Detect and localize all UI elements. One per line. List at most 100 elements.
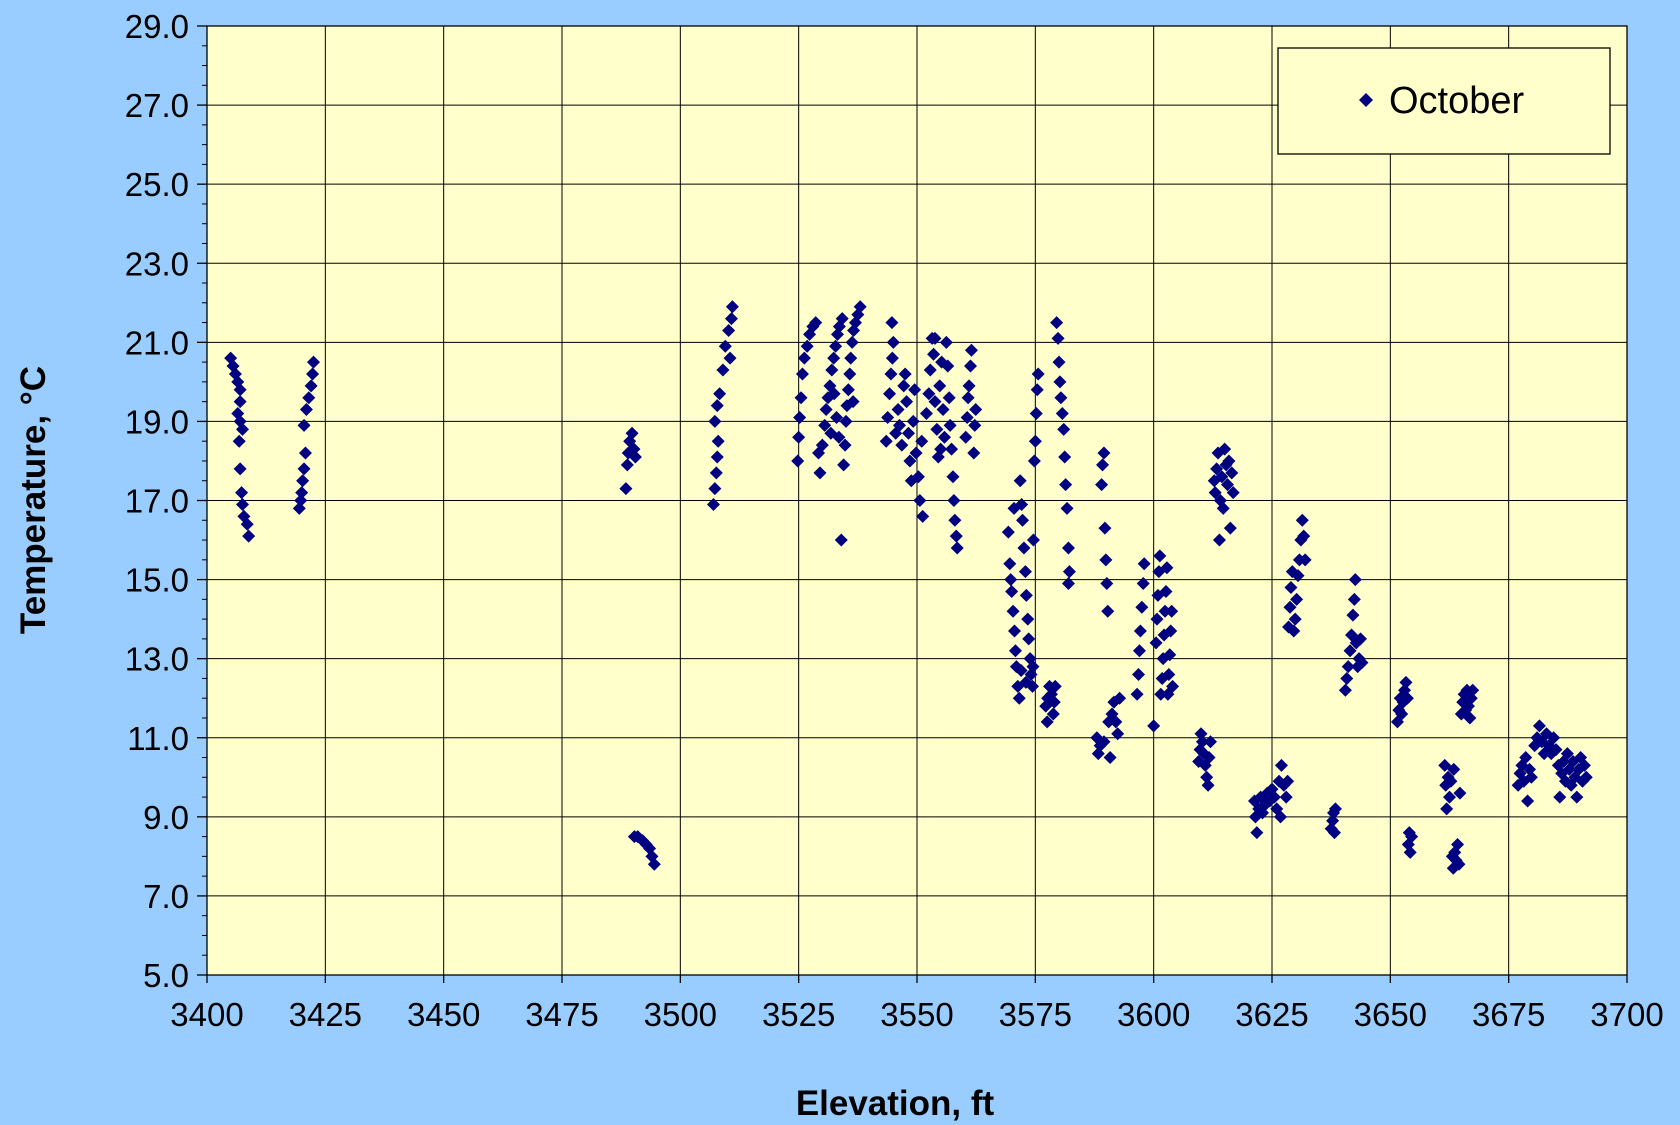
data-point [1355,656,1369,670]
y-tick-label: 27.0 [125,87,189,124]
data-point [1158,604,1172,618]
data-point [1013,474,1027,488]
data-point [1058,450,1072,464]
data-point [1225,466,1239,480]
x-tick-label: 3425 [289,996,362,1033]
data-point [1132,667,1146,681]
data-point [1570,790,1584,804]
data-point [1061,541,1075,555]
data-points [224,300,1593,875]
data-point [233,383,247,397]
data-point [793,410,807,424]
data-point [903,454,917,468]
data-point [824,426,838,440]
data-point [916,509,930,523]
data-point [1250,826,1264,840]
data-point [710,399,724,413]
data-point [711,434,725,448]
data-point [922,387,936,401]
data-point [1340,671,1354,685]
data-point [1295,513,1309,527]
data-point [1290,592,1304,606]
data-point [1524,770,1538,784]
data-point [1012,691,1026,705]
x-tick-label: 3475 [525,996,598,1033]
legend: October [1277,47,1611,155]
data-point [1055,407,1069,421]
data-point [1113,691,1127,705]
data-point [1018,565,1032,579]
data-point [1031,367,1045,381]
data-point [930,422,944,436]
x-tick-label: 3525 [762,996,835,1033]
data-point [1101,604,1115,618]
data-point [969,403,983,417]
data-point [1403,845,1417,859]
data-point [1203,735,1217,749]
data-point [1164,624,1178,638]
data-point [725,300,739,314]
data-point [839,414,853,428]
data-point [1026,533,1040,547]
data-point [913,494,927,507]
x-tick-label: 3700 [1590,996,1663,1033]
data-point [235,486,249,500]
data-point [1284,580,1298,594]
data-point [1098,521,1112,535]
data-point [837,458,851,472]
data-point [1287,624,1301,638]
data-point [818,418,832,432]
data-point [1014,664,1028,678]
data-point [934,442,948,456]
data-point [963,359,977,373]
y-tick-label: 19.0 [125,403,189,440]
data-point [1047,695,1061,709]
data-point [1328,802,1342,816]
data-point [1395,707,1409,721]
data-point [1326,814,1340,828]
data-point [1223,521,1237,535]
data-point [619,482,633,496]
y-tick-label: 5.0 [143,957,189,994]
data-point [1008,624,1022,638]
data-point [1153,549,1167,563]
data-point [1111,727,1125,741]
data-point [1165,604,1179,618]
data-point [1405,830,1419,844]
data-point [1136,577,1150,591]
data-point [1166,679,1180,693]
data-point [1452,857,1466,871]
y-axis-title: Temperature, °C [14,366,53,634]
data-point [800,339,814,353]
data-point [1159,584,1173,598]
data-point [834,533,848,547]
data-point [1100,577,1114,591]
data-point [1444,774,1458,788]
data-point [1059,478,1073,492]
data-point [302,391,316,405]
data-point [1274,758,1288,772]
data-point [1208,486,1222,500]
data-point [791,454,805,468]
data-point [885,351,899,365]
data-point [1547,731,1561,745]
data-point [962,379,976,393]
data-point [1137,557,1151,571]
data-point [1447,762,1461,776]
data-point [901,426,915,440]
data-point [1291,569,1305,583]
plot-border [206,25,1628,976]
x-tick-label: 3625 [1235,996,1308,1033]
data-point [1057,422,1071,436]
data-point [1519,751,1533,765]
data-point [708,482,722,496]
y-tick-label: 15.0 [125,562,189,599]
data-point [625,426,639,440]
data-point [886,335,900,349]
data-point [1046,707,1060,721]
data-point [891,403,905,417]
data-point [1338,683,1352,697]
data-point [1201,778,1215,792]
